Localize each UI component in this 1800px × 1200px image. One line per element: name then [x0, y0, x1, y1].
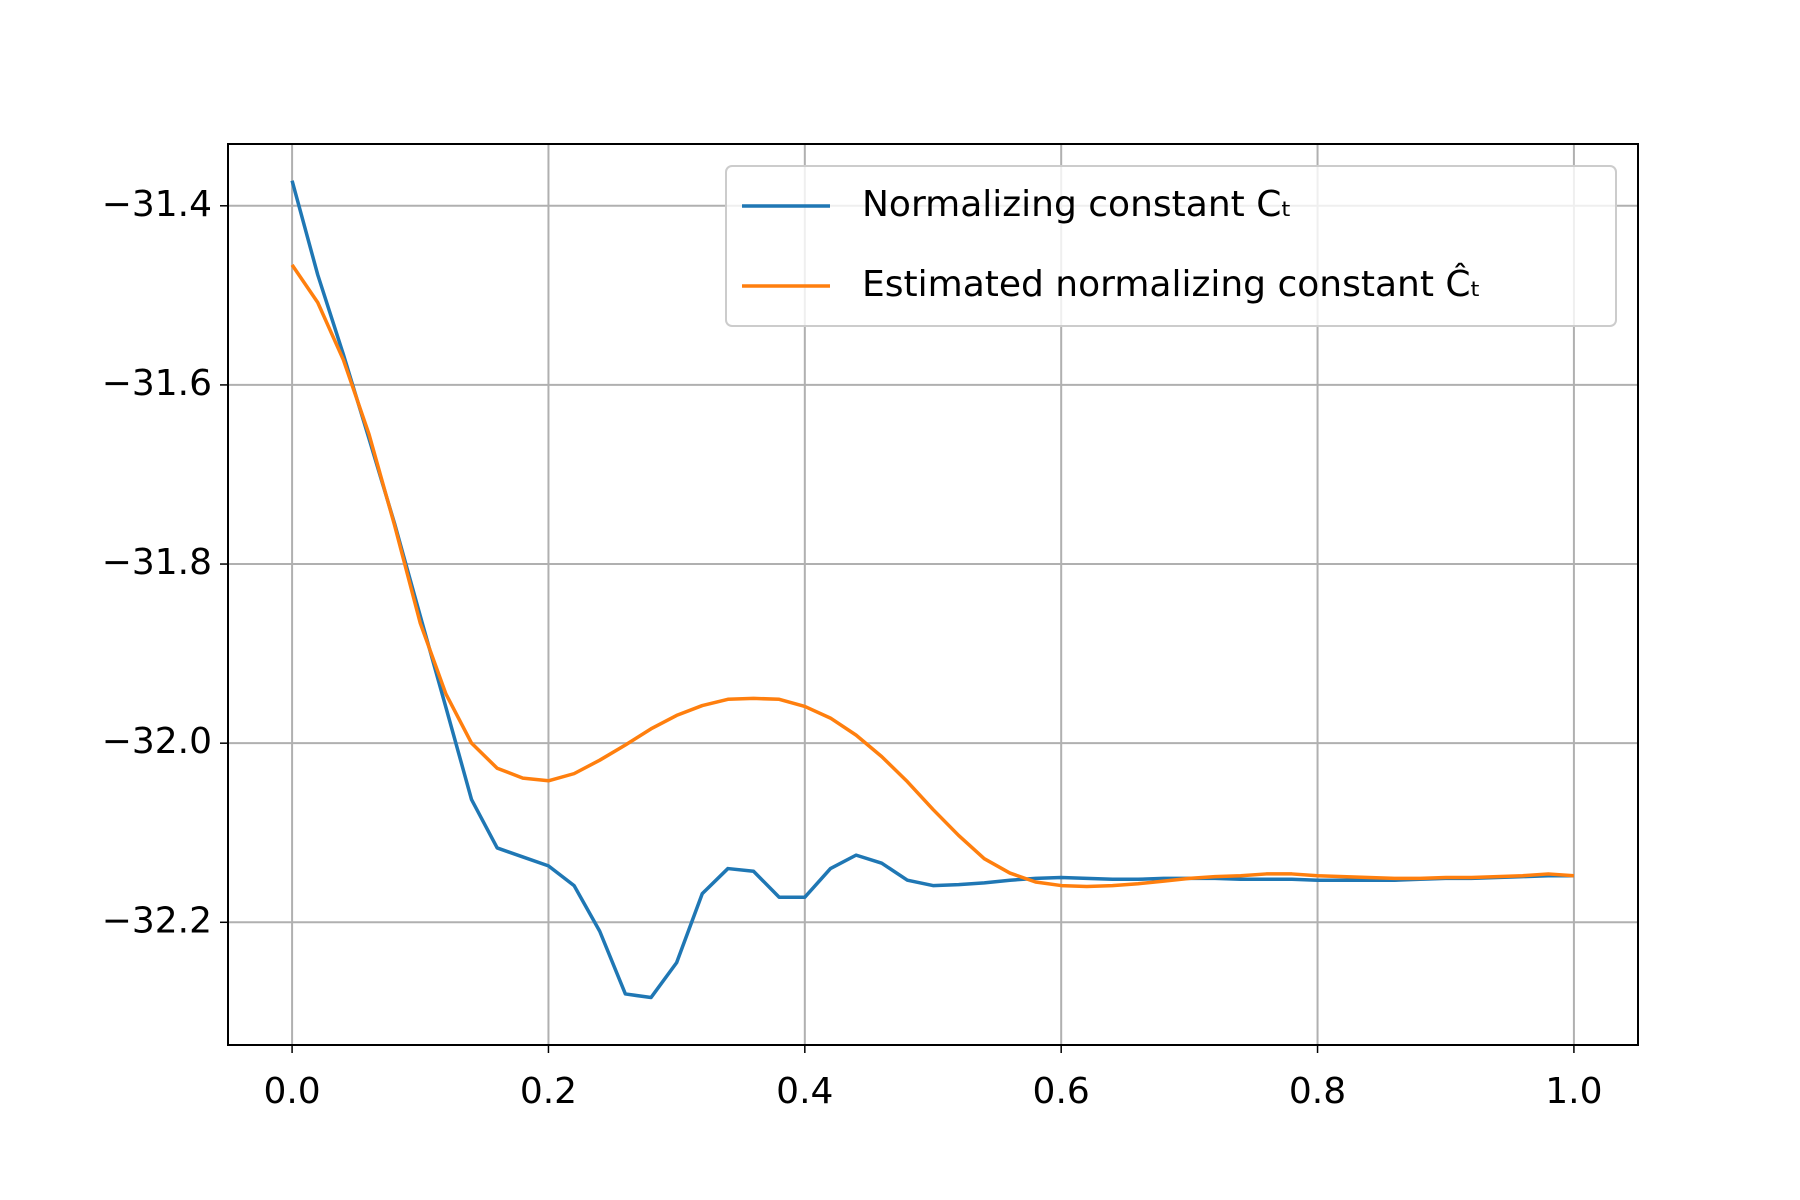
x-tick-label: 0.6 [1033, 1071, 1090, 1112]
x-tick-label: 0.8 [1289, 1071, 1346, 1112]
x-tick-label: 0.2 [520, 1071, 577, 1112]
legend-label: Normalizing constant Cₜ [862, 184, 1292, 225]
legend-label: Estimated normalizing constant Ĉₜ [862, 263, 1481, 305]
legend-box [725, 165, 1617, 327]
x-tick-label: 1.0 [1545, 1071, 1602, 1112]
data-line [290, 180, 1574, 1000]
data-line [290, 263, 1575, 889]
x-tick-label: 0.4 [776, 1071, 833, 1112]
y-tick-label: −32.2 [102, 900, 212, 941]
x-tick-label: 0.0 [263, 1071, 320, 1112]
y-tick-label: −31.4 [102, 184, 212, 225]
y-tick-label: −31.6 [102, 363, 212, 404]
plot-frame [227, 143, 1639, 1046]
y-tick-label: −32.0 [102, 721, 212, 762]
y-tick-label: −31.8 [102, 542, 212, 583]
